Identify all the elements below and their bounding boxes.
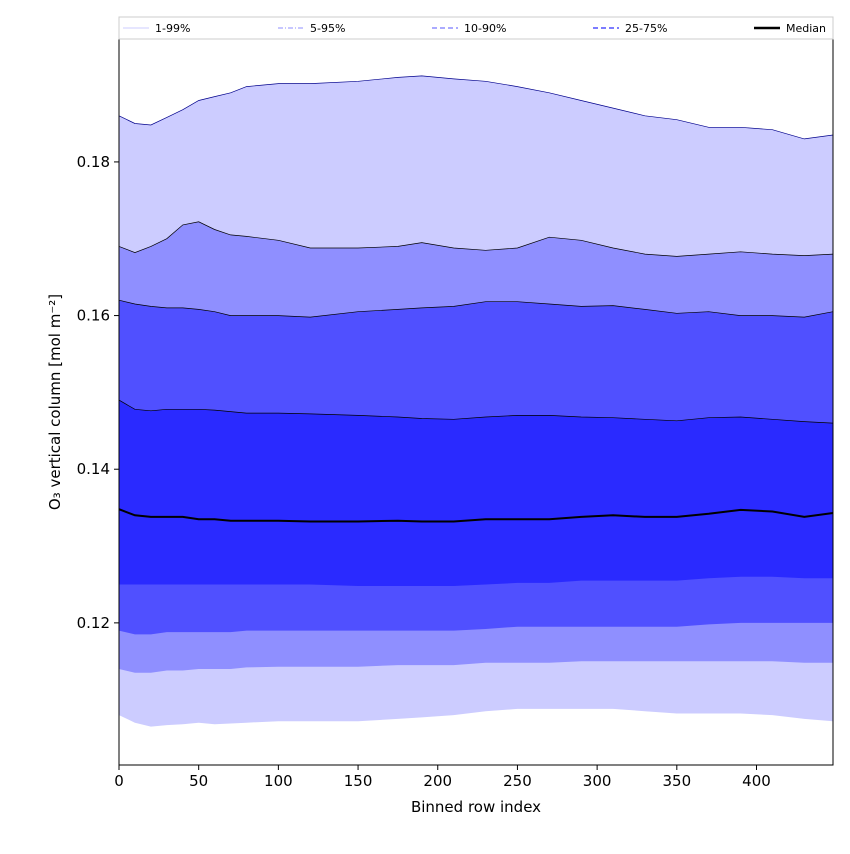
band-25-75	[119, 400, 833, 586]
x-tick-label: 400	[742, 772, 771, 790]
x-tick-label: 50	[189, 772, 208, 790]
legend: 1-99% 5-95% 10-90% 25-75% Median	[118, 16, 834, 40]
band-1-99-upper-edge	[118, 75, 834, 140]
band-25-75-upper-edge	[118, 399, 834, 424]
x-tick-label: 300	[583, 772, 612, 790]
x-axis-ticks: 0 50 100 150 200 250 300 350 400	[114, 765, 771, 790]
y-tick-label: 0.14	[77, 460, 110, 478]
legend-label-median: Median	[786, 22, 826, 35]
x-tick-label: 350	[662, 772, 691, 790]
median-line	[118, 508, 834, 523]
legend-frame	[118, 16, 834, 40]
legend-label-10-90: 10-90%	[464, 22, 506, 35]
x-tick-label: 100	[264, 772, 293, 790]
y-tick-label: 0.18	[77, 153, 110, 171]
y-axis-label: O₃ vertical column [mol m⁻²]	[46, 294, 64, 510]
y-tick-label: 0.12	[77, 614, 110, 632]
x-tick-label: 200	[423, 772, 452, 790]
x-axis-label: Binned row index	[411, 798, 541, 816]
x-tick-label: 150	[344, 772, 373, 790]
x-tick-label: 0	[114, 772, 124, 790]
band-10-90-upper-edge	[118, 299, 834, 318]
percentile-bands	[118, 75, 834, 727]
x-tick-label: 250	[503, 772, 532, 790]
legend-label-25-75: 25-75%	[625, 22, 667, 35]
legend-label-5-95: 5-95%	[310, 22, 345, 35]
y-tick-label: 0.16	[77, 307, 110, 325]
y-axis-ticks: 0.12 0.14 0.16 0.18	[77, 153, 119, 632]
legend-label-1-99: 1-99%	[155, 22, 190, 35]
band-5-95-upper-edge	[118, 221, 834, 257]
median-layer	[118, 508, 834, 523]
